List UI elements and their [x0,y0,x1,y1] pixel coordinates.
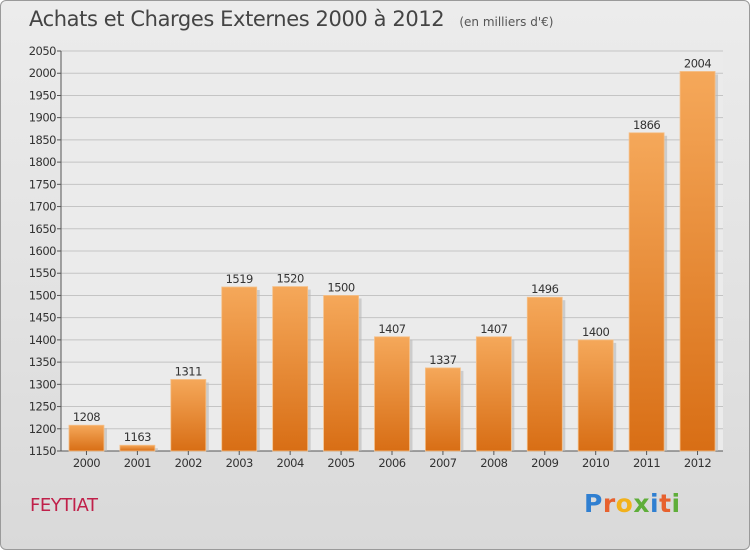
y-tick-label: 1700 [29,200,56,214]
y-tick-label: 1200 [29,422,56,436]
bar [679,71,716,452]
bar [170,379,207,452]
chart-title: Achats et Charges Externes 2000 à 2012 [29,7,445,31]
y-tick-label: 1150 [29,444,56,458]
y-tick-label: 1600 [29,244,56,258]
x-tick-label: 2012 [684,456,711,470]
bar [323,295,359,452]
bar-value-label: 1311 [175,364,202,378]
bar-value-label: 1520 [277,272,304,286]
x-tick-label: 2003 [226,456,253,470]
y-tick-label: 1650 [29,222,56,236]
y-tick-label: 1850 [29,133,56,147]
bar-value-label: 1208 [73,410,100,424]
bar-value-label: 1866 [633,118,660,132]
bar-value-label: 1337 [429,353,456,367]
x-tick-label: 2004 [277,456,304,470]
y-tick-label: 1450 [29,311,56,325]
logo-letter: i [650,489,660,518]
y-tick-label: 1400 [29,333,56,347]
bar-value-label: 1407 [378,322,405,336]
y-tick-label: 1350 [29,355,56,369]
bar-value-label: 1400 [582,325,609,339]
bar [119,444,156,452]
y-tick-label: 1550 [29,266,56,280]
bar [628,132,665,452]
bar-value-label: 1519 [226,272,253,286]
y-tick-label: 2050 [29,44,56,58]
bar [526,296,563,452]
bar-value-label: 2004 [684,56,711,70]
bar [475,336,512,452]
bar [425,367,461,452]
x-tick-label: 2009 [531,456,558,470]
y-tick-label: 1750 [29,177,56,191]
x-tick-label: 2010 [582,456,609,470]
commune-name: FEYTIAT [30,495,98,516]
x-tick-label: 2000 [73,456,100,470]
y-tick-label: 2000 [29,66,56,80]
title-row: Achats et Charges Externes 2000 à 2012 (… [29,7,553,31]
y-tick-label: 1900 [29,111,56,125]
x-tick-label: 2008 [480,456,507,470]
y-tick-label: 1800 [29,155,56,169]
y-tick-label: 1250 [29,400,56,414]
x-tick-label: 2002 [175,456,202,470]
bar [374,336,410,452]
x-tick-label: 2001 [124,456,151,470]
bar [221,286,258,452]
x-tick-label: 2005 [327,456,354,470]
bar-value-label: 1163 [124,430,151,444]
logo-letter: x [633,489,650,518]
y-tick-label: 1950 [29,88,56,102]
y-tick-label: 1500 [29,288,56,302]
logo-letter: i [671,489,681,518]
bar [577,339,614,452]
bar [272,286,309,452]
logo-letter: o [615,489,634,518]
bar-value-label: 1407 [480,322,507,336]
x-tick-label: 2007 [429,456,456,470]
bar-value-label: 1500 [327,280,354,294]
x-tick-label: 2011 [633,456,660,470]
chart-subtitle: (en milliers d'€) [459,15,554,29]
logo-letter: t [659,489,672,518]
y-tick-label: 1300 [29,377,56,391]
logo-letter: r [602,489,616,518]
logo-letter: P [584,489,603,518]
bar [68,424,105,452]
proxiti-logo: Proxiti [584,489,681,518]
x-tick-label: 2006 [378,456,405,470]
bar-value-label: 1496 [531,282,558,296]
